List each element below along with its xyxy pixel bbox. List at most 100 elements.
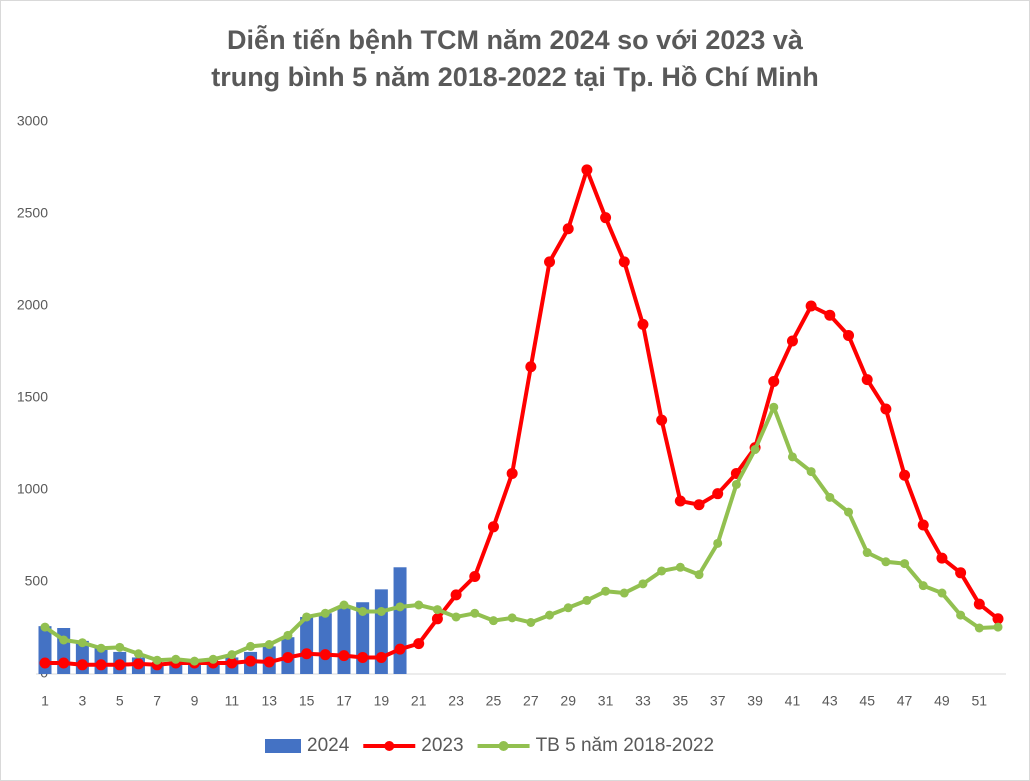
x-tick-label: 29 [560,693,576,709]
legend-swatch [265,739,301,753]
marker [787,452,797,462]
marker [227,650,237,660]
x-tick-label: 41 [785,693,801,709]
marker [638,579,648,589]
marker [208,654,218,664]
marker [656,414,668,426]
marker [618,256,630,268]
x-tick-label: 47 [897,693,913,709]
x-tick-label: 25 [486,693,502,709]
bar [187,662,201,674]
marker [955,567,967,579]
x-tick-label: 11 [225,693,240,709]
marker [899,469,911,481]
marker [358,606,368,616]
legend-marker [384,741,395,751]
marker [115,642,125,652]
marker [600,212,612,224]
marker [637,318,649,330]
marker [881,557,891,567]
marker [431,613,443,625]
marker [806,467,816,477]
marker [375,651,387,663]
marker [469,570,481,582]
x-tick-label: 19 [374,693,390,709]
x-tick-label: 49 [934,693,950,709]
x-tick-label: 5 [116,693,124,709]
marker [675,562,685,572]
marker [450,589,462,601]
x-tick-label: 17 [336,693,352,709]
x-tick-label: 1 [41,693,49,709]
marker [844,507,854,517]
y-tick-label: 1500 [17,389,48,405]
marker [993,622,1003,632]
marker [712,488,724,500]
marker [507,613,517,623]
x-tick-label: 3 [78,693,86,709]
marker [582,595,592,605]
marker [693,499,705,511]
marker [786,335,798,347]
marker [544,256,556,268]
marker [824,309,836,321]
marker [339,600,349,610]
line [45,167,1000,667]
legend-label: 2023 [421,735,463,756]
marker [319,649,331,661]
marker [900,559,910,569]
marker [713,538,723,548]
marker [59,635,69,645]
marker [133,649,143,659]
marker [956,610,966,620]
marker [694,570,704,580]
marker [246,641,256,651]
marker [76,659,88,671]
marker [545,610,555,620]
marker [245,655,257,667]
x-tick-label: 23 [448,693,464,709]
marker [825,492,835,502]
marker [301,648,313,660]
marker [992,613,1004,625]
x-tick-label: 39 [747,693,763,709]
marker [974,623,984,633]
marker [58,657,70,669]
marker [283,630,293,640]
y-tick-label: 2000 [17,297,48,313]
marker [282,651,294,663]
x-tick-label: 13 [261,693,277,709]
marker [320,608,330,618]
x-tick-label: 37 [710,693,726,709]
x-tick-label: 51 [972,693,988,709]
marker [395,602,405,612]
x-tick-label: 35 [673,693,689,709]
marker [189,656,199,666]
marker [264,640,274,650]
marker [918,581,928,591]
marker [973,598,985,610]
bar [318,613,332,674]
x-tick-label: 45 [859,693,875,709]
line [43,405,999,664]
marker [937,588,947,598]
marker [432,605,442,615]
marker [114,659,126,671]
legend-label: 2024 [307,735,350,756]
marker [657,566,667,576]
x-tick-label: 9 [191,693,199,709]
marker [768,375,780,387]
marker [40,622,50,632]
x-tick-label: 21 [411,693,427,709]
marker [394,643,406,655]
marker [843,329,855,341]
y-tick-label: 2500 [17,205,48,221]
chart-title: Diễn tiến bệnh TCM năm 2024 so với 2023 … [227,24,804,55]
legend-label: TB 5 năm 2018-2022 [536,735,715,756]
y-tick-label: 500 [25,573,49,589]
marker [562,223,574,235]
legend-marker [498,741,509,751]
x-tick-label: 33 [635,693,651,709]
